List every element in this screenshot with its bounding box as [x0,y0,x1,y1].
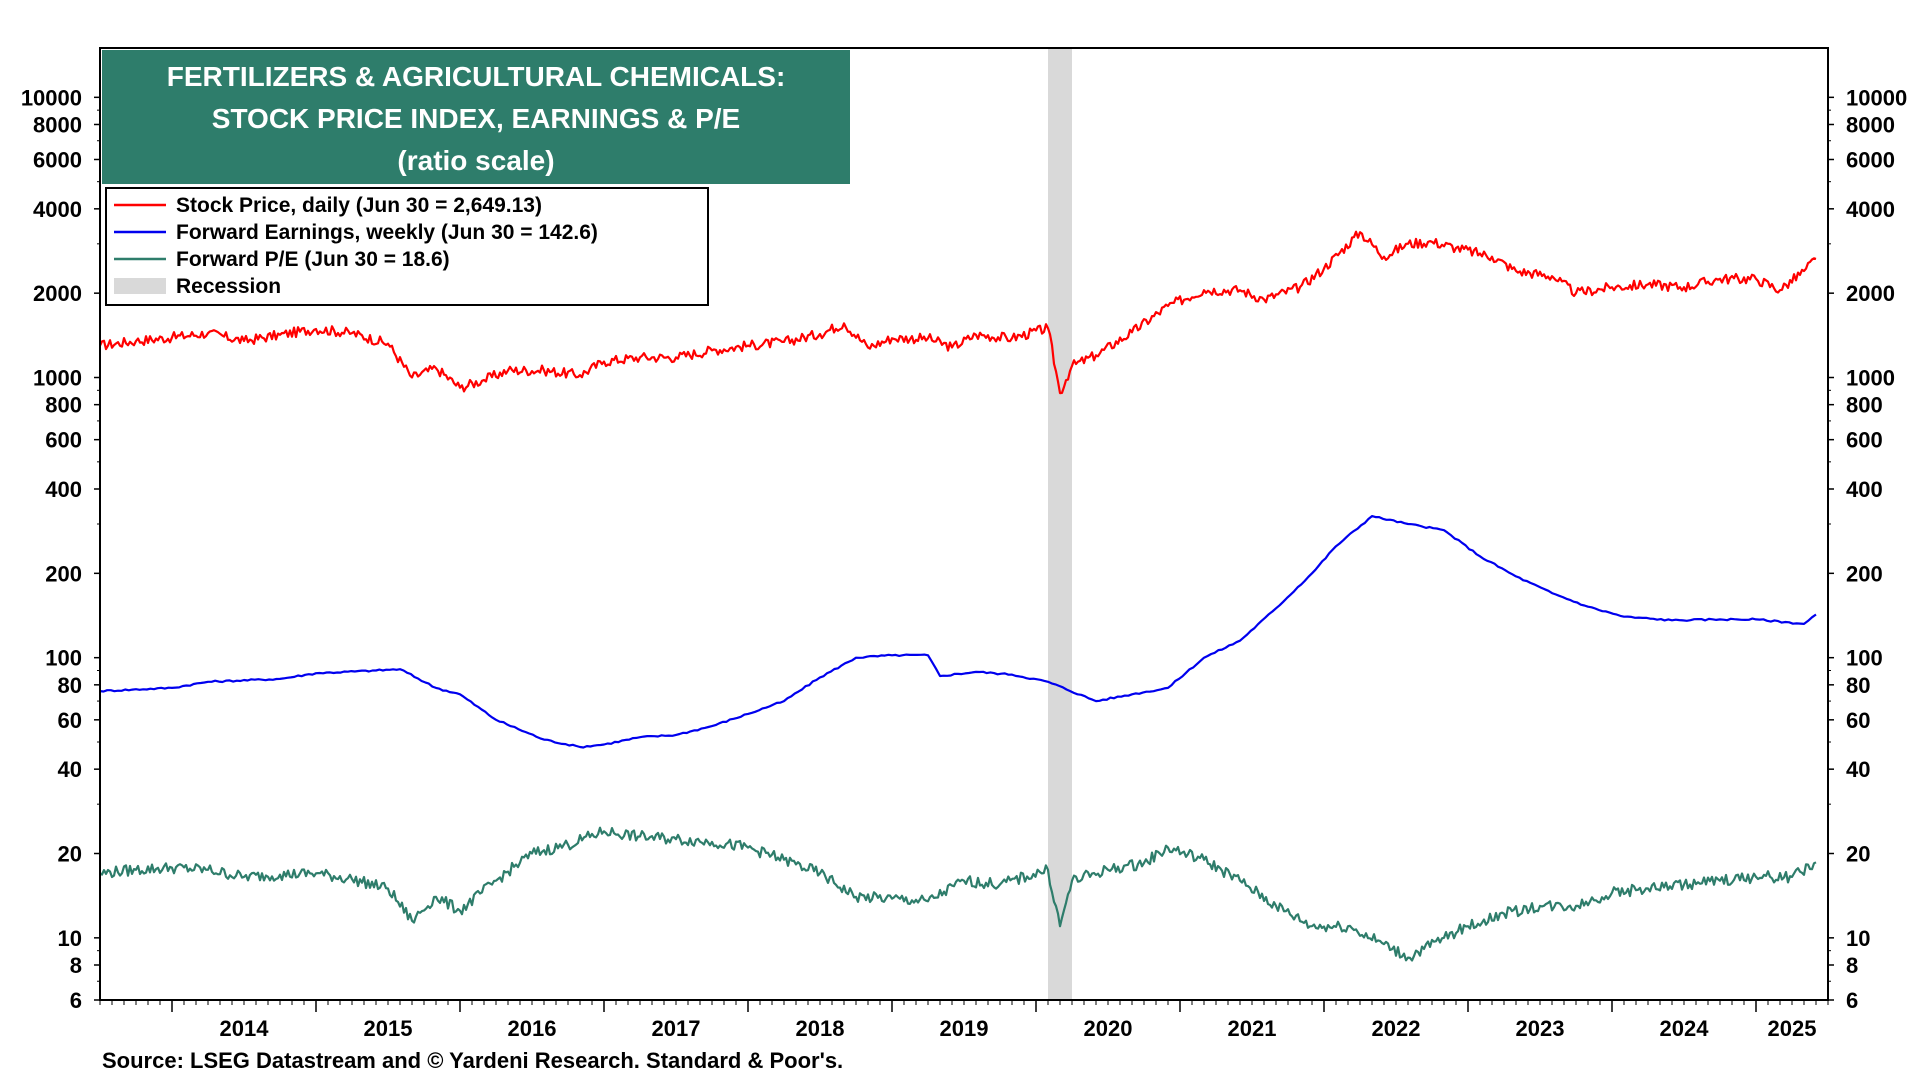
y-tick-label-left: 4000 [33,197,82,222]
y-tick-label-right: 1000 [1846,366,1895,391]
x-tick-label: 2023 [1516,1016,1565,1041]
y-tick-label-right: 10000 [1846,85,1907,110]
y-tick-label-left: 8000 [33,112,82,137]
y-tick-label-left: 8 [70,953,82,978]
y-tick-label-right: 6000 [1846,147,1895,172]
y-tick-label-right: 6 [1846,988,1858,1013]
x-tick-label: 2016 [508,1016,557,1041]
series-stock-price-line [99,230,1817,395]
y-tick-label-right: 20 [1846,842,1870,867]
y-tick-label-left: 6000 [33,147,82,172]
y-tick-label-left: 10 [58,926,82,951]
y-tick-label-left: 6 [70,988,82,1013]
y-tick-label-right: 10 [1846,926,1870,951]
legend: Stock Price, daily (Jun 30 = 2,649.13) F… [105,187,709,306]
y-tick-label-left: 400 [45,477,82,502]
title-line-3: (ratio scale) [397,145,554,176]
legend-swatch-recession [114,278,166,294]
source-note: Source: LSEG Datastream and © Yardeni Re… [102,1048,843,1073]
y-tick-label-right: 100 [1846,646,1883,671]
y-tick-label-left: 20 [58,842,82,867]
y-tick-label-right: 40 [1846,757,1870,782]
title-line-1: FERTILIZERS & AGRICULTURAL CHEMICALS: [167,61,786,92]
y-tick-label-left: 60 [58,708,82,733]
y-tick-label-right: 8 [1846,953,1858,978]
x-tick-label: 2017 [652,1016,701,1041]
legend-label-stock: Stock Price, daily (Jun 30 = 2,649.13) [176,194,542,217]
x-tick-label: 2015 [364,1016,413,1041]
y-tick-label-right: 4000 [1846,197,1895,222]
y-tick-label-right: 8000 [1846,112,1895,137]
legend-label-earnings: Forward Earnings, weekly (Jun 30 = 142.6… [176,221,598,244]
y-tick-label-left: 40 [58,757,82,782]
title-line-2: STOCK PRICE INDEX, EARNINGS & P/E [212,103,740,134]
y-tick-label-right: 2000 [1846,281,1895,306]
title-box: FERTILIZERS & AGRICULTURAL CHEMICALS: ST… [102,50,850,184]
legend-label-recession: Recession [176,275,281,298]
x-tick-label: 2022 [1372,1016,1421,1041]
y-tick-label-right: 80 [1846,673,1870,698]
y-tick-label-left: 800 [45,393,82,418]
y-tick-label-left: 100 [45,646,82,671]
y-tick-label-right: 60 [1846,708,1870,733]
y-tick-label-left: 1000 [33,366,82,391]
series-forward-earnings-line [99,515,1817,749]
y-tick-label-right: 400 [1846,477,1883,502]
y-tick-label-right: 800 [1846,393,1883,418]
y-tick-label-left: 2000 [33,281,82,306]
legend-box [105,187,709,306]
x-tick-label: 2019 [940,1016,989,1041]
x-tick-label: 2025 [1768,1016,1817,1041]
recession-band [1048,48,1072,1000]
title-background [102,50,850,184]
legend-label-pe: Forward P/E (Jun 30 = 18.6) [176,248,450,271]
x-tick-label: 2021 [1228,1016,1277,1041]
series-forward-pe-line [99,826,1817,962]
x-tick-label: 2024 [1660,1016,1710,1041]
y-tick-label-left: 600 [45,428,82,453]
y-tick-label-right: 200 [1846,561,1883,586]
y-tick-label-right: 600 [1846,428,1883,453]
y-tick-label-left: 10000 [21,85,82,110]
y-tick-label-left: 80 [58,673,82,698]
x-tick-label: 2020 [1084,1016,1133,1041]
x-tick-label: 2014 [220,1016,270,1041]
x-tick-label: 2018 [796,1016,845,1041]
y-tick-label-left: 200 [45,561,82,586]
